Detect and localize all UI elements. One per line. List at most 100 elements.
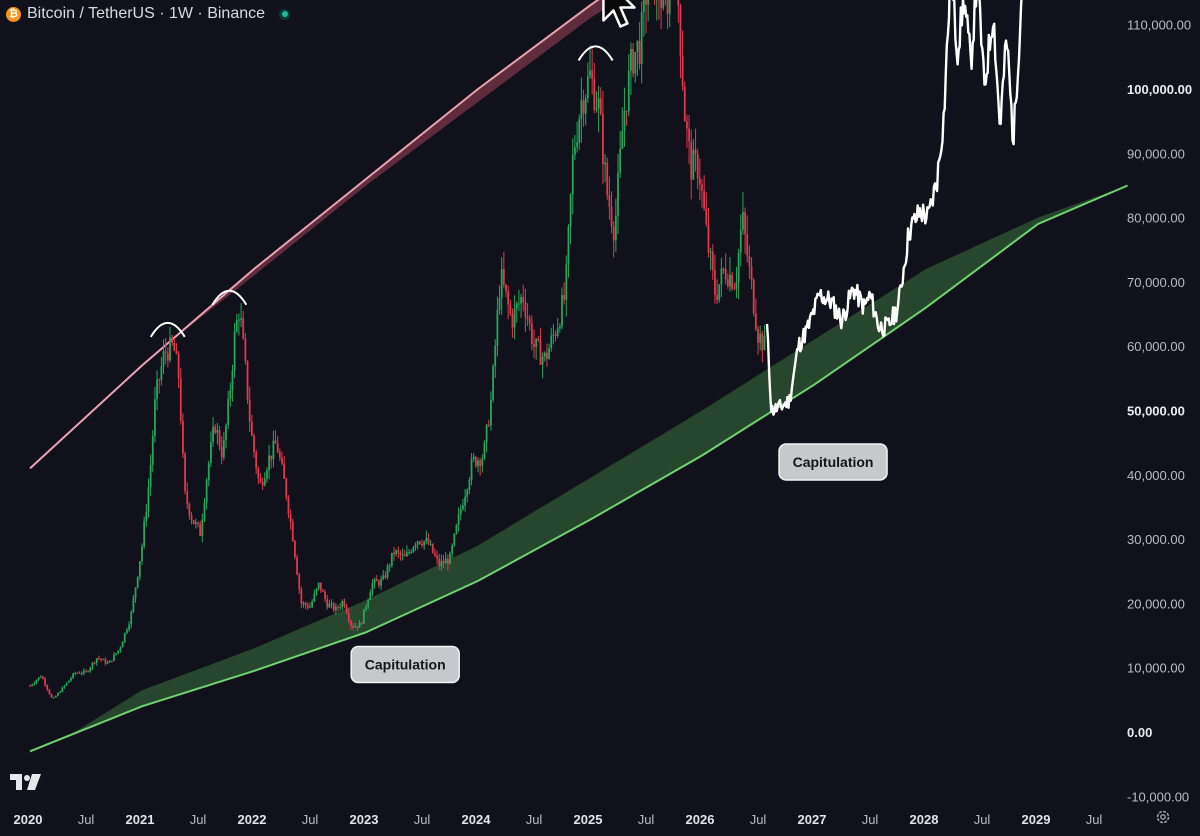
capitulation-annotation[interactable]: Capitulation [779,444,887,480]
candle-body [111,661,113,662]
candle-body [337,607,339,608]
candle [48,689,50,695]
candle-body [281,458,283,464]
candle-body [574,147,576,155]
x-tick-label: 2020 [14,812,43,827]
candle-body [143,521,145,546]
candle-body [191,515,193,520]
candle-body [115,653,117,654]
candle-body [746,234,748,256]
candle-body [324,592,326,599]
candle-body [613,226,615,240]
candle-body [585,98,587,113]
candle [247,360,249,404]
candle-body [135,588,137,599]
x-tick-label: Jul [526,812,543,827]
candle-body [38,677,40,680]
candle-body [42,677,44,679]
candle-body [540,340,542,364]
candle-body [725,269,727,279]
candle-body [137,577,139,588]
candle-body [557,328,559,336]
candle-body [341,601,343,607]
candle-body [167,353,169,360]
candle-body [318,583,320,589]
candle-body [468,480,470,490]
candle-body [436,556,438,559]
candle-body [736,282,738,289]
candle-body [171,337,173,343]
candle-body [417,541,419,544]
candle-body [415,544,417,547]
candle-body [477,460,479,466]
candle-body [292,522,294,541]
candle-body [628,71,630,112]
y-tick-label: 70,000.00 [1127,275,1185,290]
candle-body [244,338,246,361]
annotation-label: Capitulation [793,454,874,470]
candle-body [481,459,483,466]
x-tick-label: Jul [862,812,879,827]
candle-body [639,41,641,64]
candle-body [251,422,253,436]
candle-body [296,557,298,575]
candle-body [604,163,606,165]
candle-body [193,520,195,524]
candle-body [31,684,33,685]
y-tick-label: 50,000.00 [1127,404,1185,419]
candle-body [641,12,643,64]
candle-body [421,544,423,546]
candle-body [600,98,602,114]
candle-body [156,379,158,399]
candle-body [561,295,563,326]
y-tick-label: 0.00 [1127,725,1152,740]
candle-body [542,357,544,365]
x-tick-label: Jul [302,812,319,827]
candle-body [182,421,184,454]
candle-body [647,0,649,4]
candle-body [206,480,208,503]
candle-body [453,534,455,546]
candle [51,694,53,698]
candle-body [96,658,98,663]
candle-body [475,457,477,466]
candle-body [208,463,210,480]
candle-body [608,195,610,207]
candle-body [313,594,315,602]
candle [124,632,126,643]
candle-body [369,592,371,600]
x-tick-label: Jul [190,812,207,827]
candle-body [242,318,244,338]
x-tick-label: 2023 [350,812,379,827]
symbol-title: Bitcoin / TetherUS · 1W · Binance [27,5,265,23]
candle-body [596,109,598,110]
candle-body [626,111,628,112]
candle-body [632,49,634,73]
symbol-header[interactable]: ₿ Bitcoin / TetherUS · 1W · Binance [6,4,290,24]
y-tick-label: 40,000.00 [1127,468,1185,483]
x-tick-label: 2021 [126,812,155,827]
candle-body [552,335,554,336]
candle-body [335,607,337,611]
candle [137,576,139,588]
gear-icon[interactable] [1155,809,1171,825]
candle-body [372,583,374,592]
candle-body [568,226,570,264]
candle-body [107,663,109,664]
candle-body [51,694,53,698]
capitulation-annotation[interactable]: Capitulation [351,646,459,682]
candle-body [406,552,408,556]
candle-body [57,693,59,696]
candle-body [326,599,328,607]
candle-body [221,447,223,458]
candle-body [169,337,171,360]
candle-body [464,497,466,506]
candle [122,641,124,647]
candle-body [733,289,735,290]
candle-body [126,630,128,633]
candle-body [432,544,434,553]
candle-body [682,56,684,87]
x-tick-label: Jul [78,812,95,827]
